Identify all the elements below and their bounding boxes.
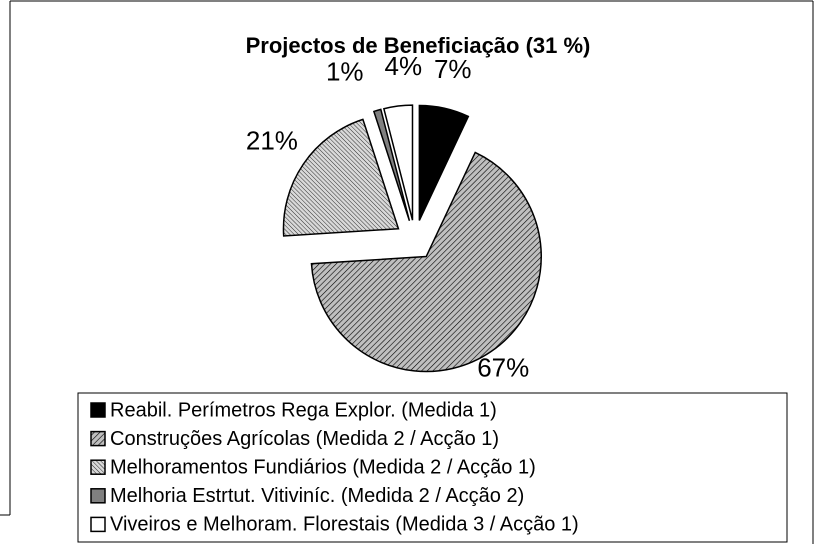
legend-swatch: [90, 516, 106, 533]
pie-slice: [418, 104, 470, 221]
data-label: 4%: [385, 51, 423, 81]
pie-slice: [382, 104, 414, 221]
pie-slice: [310, 151, 542, 373]
pie-slice: [372, 108, 411, 222]
data-label: 7%: [434, 54, 472, 84]
legend-swatch: [90, 430, 106, 447]
legend-label: Melhoria Estrtut. Vitiviníc. (Medida 2 /…: [110, 485, 524, 507]
legend-label: Viveiros e Melhoram. Florestais (Medida …: [110, 514, 579, 536]
data-label: 1%: [326, 57, 364, 87]
legend-swatch: [90, 459, 106, 475]
legend-label: Reabil. Perímetros Rega Explor. (Medida …: [110, 399, 497, 421]
chart-title: Projectos de Beneficiação (31 %): [246, 33, 591, 58]
data-label: 21%: [246, 126, 298, 156]
legend-box: [77, 392, 788, 543]
pie-slice: [282, 118, 400, 237]
legend-swatch: [90, 402, 106, 418]
legend-label: Melhoramentos Fundiários (Medida 2 / Acç…: [110, 456, 536, 478]
legend-label: Construções Agrícolas (Medida 2 / Acção …: [110, 428, 499, 450]
data-label: 67%: [477, 353, 529, 383]
legend-swatch: [90, 488, 106, 504]
